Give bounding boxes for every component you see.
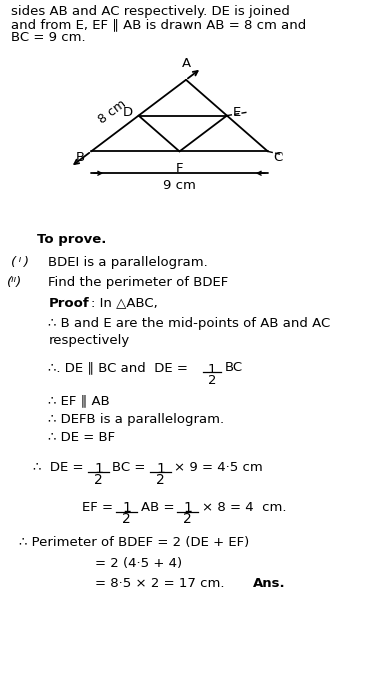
- Text: 8 cm: 8 cm: [96, 98, 129, 127]
- Text: × 9 = 4·5 cm: × 9 = 4·5 cm: [174, 461, 263, 474]
- Text: 2: 2: [156, 473, 165, 487]
- Text: = 8·5 × 2 = 17 cm.: = 8·5 × 2 = 17 cm.: [95, 577, 229, 590]
- Text: EF =: EF =: [82, 501, 113, 514]
- Text: D: D: [123, 106, 133, 119]
- Text: ( ᴵ ): ( ᴵ ): [11, 256, 29, 269]
- Text: respectively: respectively: [48, 334, 129, 347]
- Text: 9 cm: 9 cm: [163, 179, 196, 192]
- Text: BC: BC: [225, 361, 243, 374]
- Text: E: E: [233, 106, 241, 119]
- Text: Ans.: Ans.: [253, 577, 286, 590]
- Text: (ᴵᴵ): (ᴵᴵ): [7, 276, 22, 289]
- Text: AB =: AB =: [141, 501, 174, 514]
- Text: sides AB and AC respectively. DE is joined: sides AB and AC respectively. DE is join…: [11, 5, 290, 18]
- Text: 1: 1: [208, 363, 216, 376]
- Text: ∴ DE = BF: ∴ DE = BF: [48, 431, 115, 444]
- Text: B: B: [76, 151, 85, 164]
- Text: BDEI is a parallelogram.: BDEI is a parallelogram.: [48, 256, 208, 269]
- Text: BC =: BC =: [112, 461, 146, 474]
- Text: : In △ABC,: : In △ABC,: [91, 297, 158, 310]
- Text: 1: 1: [94, 462, 103, 476]
- Text: ∴ Perimeter of BDEF = 2 (DE + EF): ∴ Perimeter of BDEF = 2 (DE + EF): [19, 536, 249, 549]
- Text: × 8 = 4  cm.: × 8 = 4 cm.: [202, 501, 286, 514]
- Text: Proof: Proof: [48, 297, 89, 310]
- Text: 2: 2: [122, 512, 131, 527]
- Text: 2: 2: [94, 473, 103, 487]
- Text: 1: 1: [156, 462, 165, 476]
- Text: ∴ DEFB is a parallelogram.: ∴ DEFB is a parallelogram.: [48, 413, 224, 426]
- Text: 2: 2: [183, 512, 192, 527]
- Text: C: C: [274, 151, 283, 164]
- Text: and from E, EF ∥ AB is drawn AB = 8 cm and: and from E, EF ∥ AB is drawn AB = 8 cm a…: [11, 18, 307, 31]
- Text: 2: 2: [208, 374, 216, 387]
- Text: F: F: [176, 162, 183, 175]
- Text: To prove.: To prove.: [37, 233, 106, 246]
- Text: BC = 9 cm.: BC = 9 cm.: [11, 31, 86, 44]
- Text: 1: 1: [183, 501, 192, 516]
- Text: A: A: [182, 57, 190, 70]
- Text: ∴  DE =: ∴ DE =: [33, 461, 84, 474]
- Text: 1: 1: [122, 501, 131, 516]
- Text: Find the perimeter of BDEF: Find the perimeter of BDEF: [48, 276, 229, 289]
- Text: ∴ EF ∥ AB: ∴ EF ∥ AB: [48, 394, 110, 407]
- Text: = 2 (4·5 + 4): = 2 (4·5 + 4): [95, 557, 182, 569]
- Text: ∴. DE ∥ BC and  DE =: ∴. DE ∥ BC and DE =: [48, 361, 188, 374]
- Text: ∴ B and E are the mid-points of AB and AC: ∴ B and E are the mid-points of AB and A…: [48, 317, 331, 330]
